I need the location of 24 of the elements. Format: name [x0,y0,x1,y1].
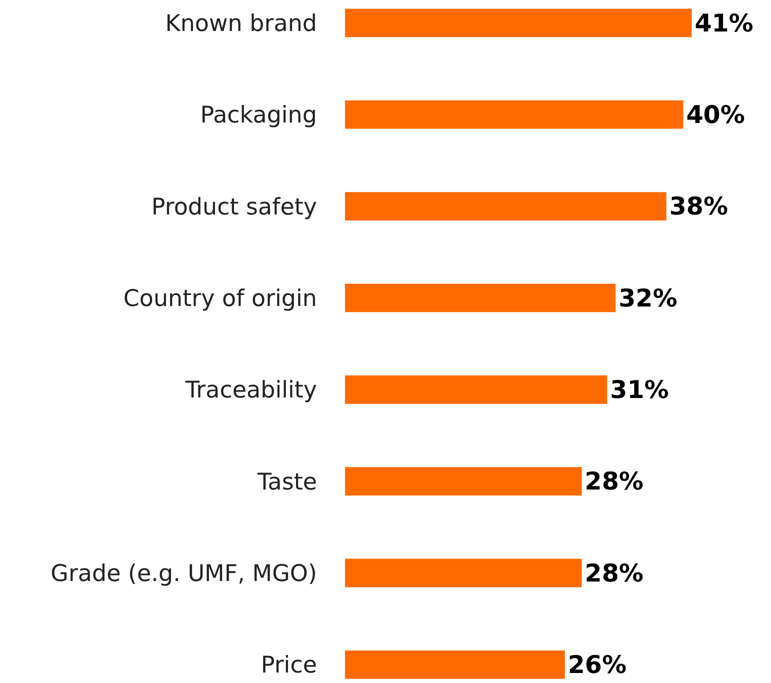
data-label: 40% [686,100,745,129]
y-tick-label: Packaging [200,102,317,129]
data-label: 41% [694,8,754,38]
data-label: 38% [669,192,728,221]
bar [345,192,666,220]
y-tick-label: Country of origin [123,286,317,312]
data-label: 31% [610,374,669,404]
data-label: 32% [618,283,678,312]
y-tick-label: Known brand [165,10,317,37]
bar [345,375,608,404]
y-tick-label: Grade (e.g. UMF, MGO) [50,561,317,588]
bar [345,8,692,38]
bar [345,650,565,679]
bar [345,558,582,588]
bar [345,100,684,129]
data-label: 28% [584,558,644,588]
y-tick-label: Traceability [184,378,317,404]
y-tick-label: Product safety [151,194,317,220]
data-label: 26% [568,650,627,679]
y-tick-label: Price [260,652,317,679]
bar [345,467,582,496]
bar [345,284,616,312]
data-label: 28% [584,466,644,496]
y-tick-label: Taste [256,469,317,496]
